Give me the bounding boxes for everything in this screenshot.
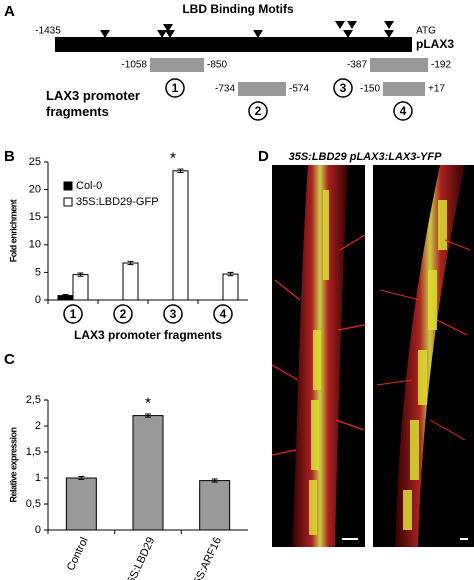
cell-walls: [271, 234, 366, 456]
bar: [122, 262, 139, 301]
category-circle: [113, 304, 133, 324]
x-tick-label: Control: [65, 535, 91, 572]
category-circle: [163, 304, 183, 324]
y-tick-label: 2,5: [26, 394, 41, 406]
x-tick-label: 2: [120, 307, 127, 321]
bar: [72, 274, 89, 301]
fragment-from: -734: [215, 84, 235, 95]
fragment-circle: [248, 101, 268, 121]
fragment-from: -1058: [121, 60, 147, 71]
y-tick-label: 5: [35, 266, 41, 278]
fragment-box: [150, 58, 204, 72]
fragment-from: -150: [360, 84, 380, 95]
annotation: *: [170, 150, 176, 167]
fragment-to: -574: [289, 84, 309, 95]
bar: [199, 480, 231, 531]
error-bar: [177, 168, 184, 173]
x-axis-label: LAX3 promoter fragments: [74, 328, 222, 342]
category-circle: [63, 304, 83, 324]
motif-markers: [100, 21, 394, 38]
bar: [172, 170, 189, 301]
error-bar: [211, 478, 218, 483]
fragment-circle: [333, 78, 353, 98]
x-tick-label: 4: [220, 307, 227, 321]
error-bar: [77, 272, 84, 277]
fragment-to: -850: [207, 60, 227, 71]
panel-label: A: [4, 3, 15, 20]
fragment-box: [238, 82, 286, 96]
x-tick-label: 35S:ARF16: [189, 535, 224, 580]
scale-bar: [342, 538, 358, 540]
y-tick-label: 25: [29, 156, 41, 168]
scale-bar: [460, 538, 468, 540]
annotation: *: [145, 395, 151, 412]
y-axis-label: Fold enrichment: [8, 199, 18, 262]
fragment-circle: [165, 78, 185, 98]
y-tick-label: 0: [35, 294, 41, 306]
fragments-label: LAX3 promoter fragments: [46, 88, 140, 119]
fragment-number: 4: [400, 104, 407, 118]
fragment-box: [383, 82, 425, 96]
fragment-to: -192: [431, 60, 451, 71]
atg-label: ATG: [416, 26, 436, 37]
fragment-to: +17: [428, 84, 445, 95]
error-bar: [145, 413, 151, 418]
error-bar: [62, 293, 69, 298]
error-bar: [127, 260, 134, 266]
panel-label: C: [4, 351, 15, 368]
bar: [222, 273, 239, 301]
diagram-title: LBD Binding Motifs: [182, 2, 294, 16]
y-tick-label: 0,5: [26, 498, 41, 510]
category-circle: [213, 304, 233, 324]
panel-label: B: [4, 148, 15, 165]
legend-swatch: [63, 181, 73, 191]
legend-label: Col-0: [76, 180, 102, 192]
cell-walls: [376, 239, 471, 441]
legend-swatch: [63, 197, 73, 207]
panel-label: D: [258, 148, 269, 165]
start-label: -1435: [35, 26, 61, 37]
y-tick-label: 0: [35, 524, 41, 536]
legend-label: 35S:LBD29-GFP: [76, 196, 159, 208]
fragment-number: 1: [172, 81, 179, 95]
x-tick-label: 3: [170, 307, 177, 321]
y-tick-label: 10: [29, 239, 41, 251]
fragment-from: -387: [347, 60, 367, 71]
y-axis-label: Relative expression: [8, 427, 18, 502]
y-tick-label: 1,5: [26, 446, 41, 458]
promoter-label: pLAX3: [416, 37, 454, 51]
x-tick-label: 35S:LBD29: [123, 535, 158, 580]
bar: [65, 477, 97, 531]
promoter-bar: [55, 37, 412, 52]
fragment-number: 2: [255, 104, 262, 118]
fragment-circle: [393, 101, 413, 121]
error-bar: [227, 271, 234, 277]
bar: [132, 415, 164, 531]
y-tick-label: 1: [35, 472, 41, 484]
error-bar: [78, 475, 85, 481]
y-tick-label: 15: [29, 211, 41, 223]
y-tick-label: 2: [35, 420, 41, 432]
fragment-number: 3: [340, 81, 347, 95]
images-title: 35S:LBD29 pLAX3:LAX3-YFP: [289, 151, 442, 163]
y-tick-label: 20: [29, 184, 41, 196]
yyfp-cells: [309, 190, 329, 535]
x-tick-label: 1: [70, 307, 77, 321]
fragment-box: [370, 58, 428, 72]
yfp-cells: [403, 200, 447, 530]
